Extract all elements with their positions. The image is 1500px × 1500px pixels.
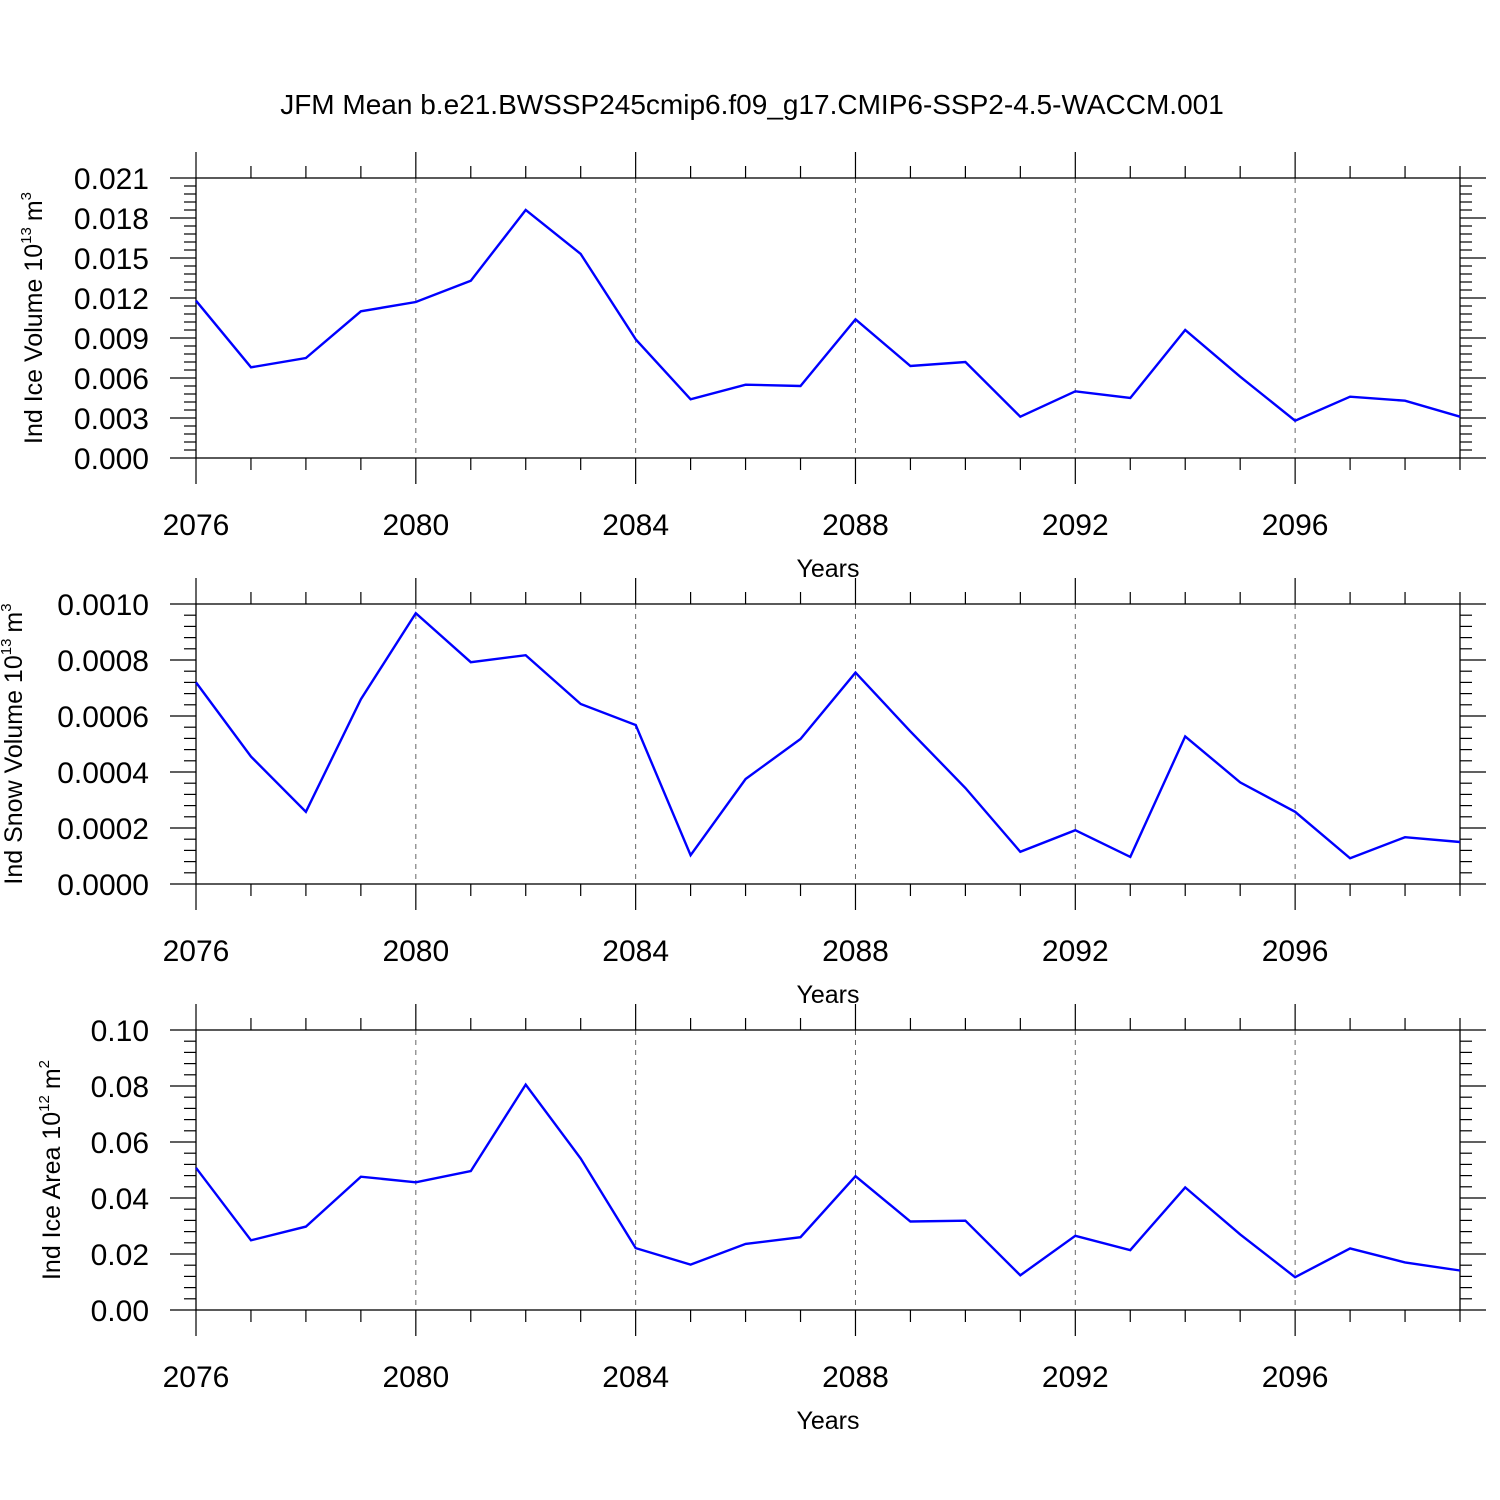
x-tick-label: 2080 xyxy=(382,935,449,968)
x-tick-label: 2088 xyxy=(822,1361,889,1394)
y-tick-label: 0.00 xyxy=(91,1295,149,1328)
x-tick-label: 2076 xyxy=(163,1361,230,1394)
series-line xyxy=(195,1082,1461,1279)
plot-frame xyxy=(195,603,1461,885)
y-tick-label: 0.006 xyxy=(74,363,149,396)
y-tick-label: 0.012 xyxy=(74,283,149,316)
x-tick-label: 2092 xyxy=(1042,935,1109,968)
plot-frame xyxy=(195,177,1461,459)
x-axis-title: Years xyxy=(796,555,859,583)
panel-snow-volume: 0.0000 0.0002 0.0004 0.0006 0.0008 0.0010 2076… xyxy=(0,578,1486,1009)
y-axis-title: Ind Ice Volume 1013m3 xyxy=(18,192,48,444)
y-tick-label: 0.0006 xyxy=(57,701,149,734)
y-tick-label: 0.0002 xyxy=(57,813,149,846)
y-tick-label: 0.018 xyxy=(74,203,149,236)
x-tick-label: 2084 xyxy=(602,1361,669,1394)
x-tick-label: 2096 xyxy=(1262,509,1329,542)
y-tick-label: 0.0010 xyxy=(57,589,149,622)
x-tick-label: 2080 xyxy=(382,509,449,542)
x-tick-label: 2080 xyxy=(382,1361,449,1394)
y-tick-label: 0.02 xyxy=(91,1239,149,1272)
x-tick-label: 2084 xyxy=(602,509,669,542)
y-tick-label: 0.021 xyxy=(74,163,149,196)
y-tick-label: 0.003 xyxy=(74,403,149,436)
y-tick-label: 0.0008 xyxy=(57,645,149,678)
x-tick-label: 2096 xyxy=(1262,1361,1329,1394)
x-tick-label: 2088 xyxy=(822,935,889,968)
series-line xyxy=(195,611,1461,860)
x-tick-label: 2096 xyxy=(1262,935,1329,968)
x-tick-label: 2076 xyxy=(163,935,230,968)
panel-ice-volume: 0.000 0.003 0.006 0.009 0.012 0.015 0.018 0.021… xyxy=(18,152,1486,583)
x-tick-label: 2084 xyxy=(602,935,669,968)
x-axis-title: Years xyxy=(796,1407,859,1435)
y-tick-label: 0.06 xyxy=(91,1127,149,1160)
x-tick-label: 2088 xyxy=(822,509,889,542)
y-tick-label: 0.0000 xyxy=(57,869,149,902)
figure-title: JFM Mean b.e21.BWSSP245cmip6.f09_g17.CMI… xyxy=(280,89,1224,120)
y-tick-label: 0.08 xyxy=(91,1071,149,1104)
x-axis-title: Years xyxy=(796,981,859,1009)
y-tick-label: 0.000 xyxy=(74,443,149,476)
x-tick-label: 2092 xyxy=(1042,509,1109,542)
y-tick-label: 0.04 xyxy=(91,1183,149,1216)
plot-frame xyxy=(195,1029,1461,1311)
x-tick-label: 2076 xyxy=(163,509,230,542)
y-axis-title: Ind Ice Area 1012m2 xyxy=(36,1060,66,1280)
series-line xyxy=(195,208,1461,423)
y-tick-label: 0.10 xyxy=(91,1015,149,1048)
y-tick-label: 0.015 xyxy=(74,243,149,276)
x-tick-label: 2092 xyxy=(1042,1361,1109,1394)
y-tick-label: 0.009 xyxy=(74,323,149,356)
panel-ice-area: 0.00 0.02 0.04 0.06 0.08 0.10 2076 2080 2084 2088… xyxy=(36,1004,1486,1435)
y-tick-label: 0.0004 xyxy=(57,757,149,790)
y-axis-title: Ind Snow Volume 1013m3 xyxy=(0,603,28,884)
